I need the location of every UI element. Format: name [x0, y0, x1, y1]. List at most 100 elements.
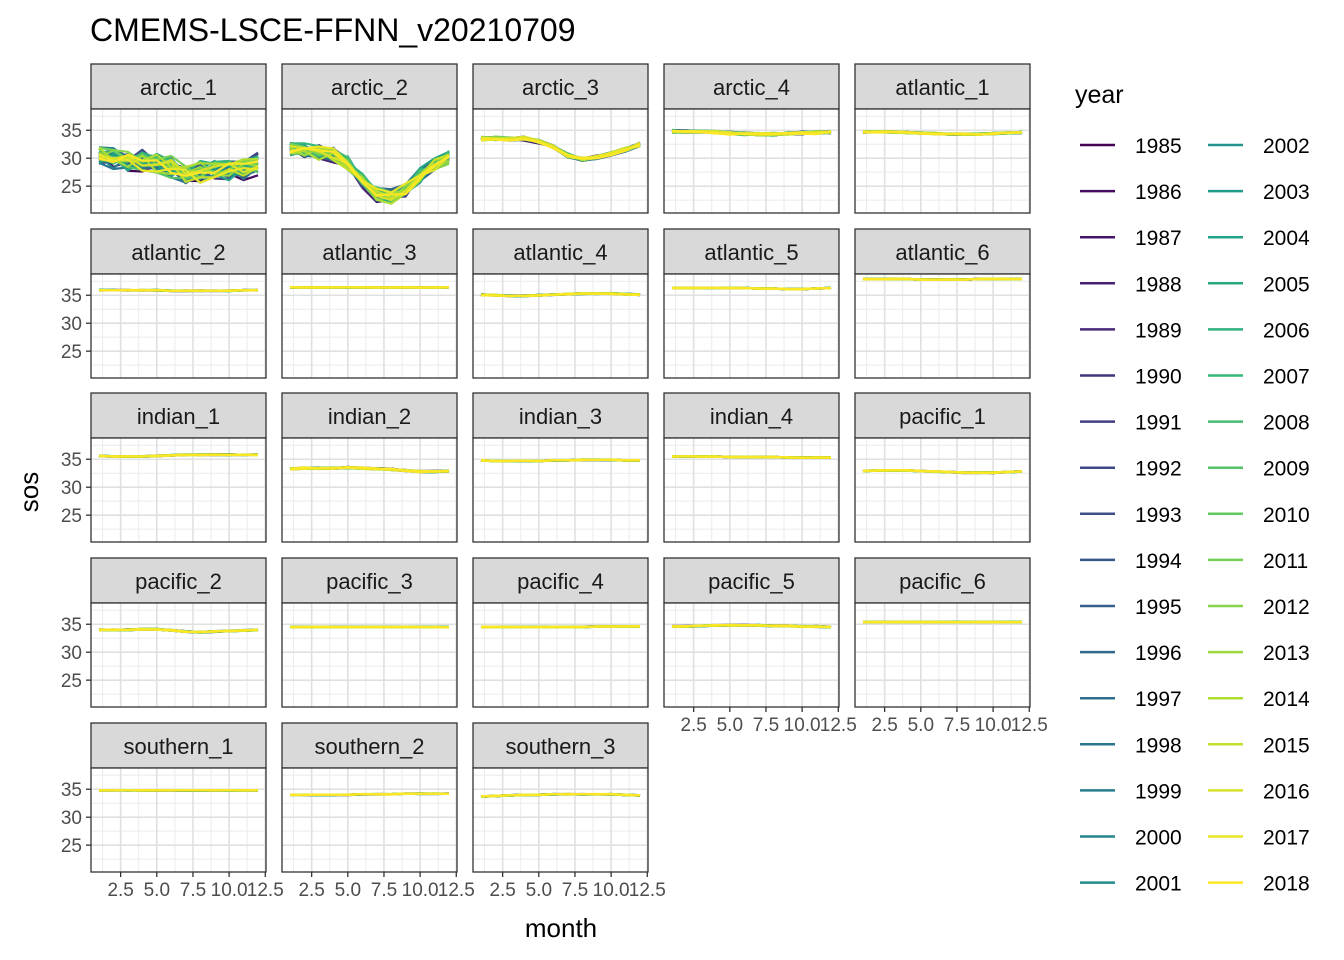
series-lines: [862, 130, 1023, 136]
panel-border: [281, 273, 458, 379]
x-tick-label: 7.5: [944, 715, 970, 736]
x-tick-label: 10.0: [402, 880, 439, 901]
x-tick-label: 12.5: [247, 880, 284, 901]
legend-label: 2018: [1263, 873, 1310, 896]
panel-border: [472, 108, 649, 214]
panel-background: [473, 274, 648, 378]
facet-strip: [854, 228, 1031, 275]
legend-label: 1994: [1135, 550, 1182, 573]
facet-panel-atlantic_2: atlantic_2 25 30 35: [61, 228, 267, 379]
legend-label: 1999: [1135, 780, 1182, 803]
legend-item-2004: 2004: [1208, 227, 1310, 250]
legend-label: 2011: [1263, 550, 1308, 573]
facet-panel-pacific_1: pacific_1: [854, 392, 1031, 543]
facet-strip: [281, 63, 458, 110]
series-lines: [862, 469, 1023, 475]
series-lines: [289, 286, 450, 289]
x-tick-label: 2.5: [680, 715, 706, 736]
facet-strip-label: indian_1: [137, 404, 220, 429]
facet-strip: [281, 228, 458, 275]
y-tick-label: 35: [61, 286, 82, 307]
x-tick-label: 10.0: [211, 880, 248, 901]
x-tick-label: 2.5: [107, 880, 133, 901]
x-tick-label: 12.5: [1011, 715, 1048, 736]
panel-background: [664, 603, 839, 707]
panel-border: [472, 767, 649, 873]
facet-strip: [472, 63, 649, 110]
panel-background: [91, 768, 266, 872]
y-tick-label: 30: [61, 314, 82, 335]
facet-strip: [90, 392, 267, 439]
x-tick-label: 7.5: [180, 880, 206, 901]
legend-item-2008: 2008: [1208, 412, 1310, 435]
legend-label: 2002: [1263, 135, 1310, 158]
facet-strip-label: pacific_4: [517, 569, 604, 594]
facet-strip: [281, 722, 458, 769]
series-line-2018: [862, 469, 1023, 474]
facet-strip: [90, 228, 267, 275]
x-tick-label: 10.0: [975, 715, 1012, 736]
series-line-2018: [671, 286, 832, 291]
facet-strip-label: atlantic_3: [322, 240, 416, 265]
facet-strip: [281, 557, 458, 604]
panel-border: [854, 273, 1031, 379]
facet-panel-indian_3: indian_3: [472, 392, 649, 543]
series-lines: [480, 458, 641, 463]
legend-label: 1987: [1135, 227, 1182, 250]
legend-item-2010: 2010: [1208, 504, 1310, 527]
series-line-2018: [480, 138, 641, 160]
legend-label: 2015: [1263, 734, 1310, 757]
facet-strip-label: pacific_5: [708, 569, 795, 594]
series-lines: [289, 465, 450, 474]
panel-background: [664, 438, 839, 542]
legend-label: 1990: [1135, 366, 1182, 389]
panel-background: [855, 274, 1030, 378]
x-tick-label: 2.5: [298, 880, 324, 901]
facet-strip: [663, 392, 840, 439]
legend-label: 2010: [1263, 504, 1310, 527]
facet-panel-indian_4: indian_4: [663, 392, 840, 543]
legend-item-1991: 1991: [1080, 412, 1182, 435]
facet-strip-label: arctic_4: [713, 75, 790, 100]
facet-panel-atlantic_5: atlantic_5: [663, 228, 840, 379]
y-tick-label: 30: [61, 808, 82, 829]
x-tick-label: 5.0: [335, 880, 361, 901]
facet-strip: [663, 228, 840, 275]
facet-panel-pacific_5: pacific_5 2.5 5.0 7.5 10.0 12.5: [663, 557, 857, 736]
legend-item-1989: 1989: [1080, 319, 1182, 342]
legend-label: 2016: [1263, 780, 1310, 803]
facet-panel-pacific_3: pacific_3: [281, 557, 458, 708]
panel-background: [282, 603, 457, 707]
x-tick-label: 10.0: [784, 715, 821, 736]
facet-strip: [854, 63, 1031, 110]
facet-strip-label: pacific_2: [135, 569, 222, 594]
facet-strip-label: indian_3: [519, 404, 602, 429]
legend-item-2000: 2000: [1080, 827, 1182, 850]
series-lines: [289, 792, 450, 797]
y-axis-label: sos: [14, 472, 44, 512]
facet-panel-pacific_4: pacific_4: [472, 557, 649, 708]
facet-strip-label: arctic_3: [522, 75, 599, 100]
facet-panel-arctic_1: arctic_1 25 30 35: [61, 63, 267, 214]
x-tick-label: 7.5: [371, 880, 397, 901]
facet-strip: [663, 557, 840, 604]
legend-item-2018: 2018: [1208, 873, 1310, 896]
legend-item-1994: 1994: [1080, 550, 1182, 573]
y-tick-label: 35: [61, 450, 82, 471]
panel-border: [663, 108, 840, 214]
panel-background: [664, 109, 839, 213]
panel-border: [90, 602, 267, 708]
legend-item-2006: 2006: [1208, 319, 1310, 342]
series-lines: [671, 128, 832, 137]
series-line-2018: [671, 455, 832, 459]
x-tick-label: 12.5: [820, 715, 857, 736]
facet-strip-label: southern_2: [314, 734, 424, 759]
x-tick-label: 2.5: [489, 880, 515, 901]
legend-label: 2007: [1263, 366, 1310, 389]
legend-item-2011: 2011: [1208, 550, 1308, 573]
series-line-2018: [98, 453, 259, 458]
legend-item-1985: 1985: [1080, 135, 1182, 158]
legend-item-1998: 1998: [1080, 734, 1182, 757]
series-line-2018: [98, 288, 259, 292]
legend-label: 2009: [1263, 458, 1310, 481]
